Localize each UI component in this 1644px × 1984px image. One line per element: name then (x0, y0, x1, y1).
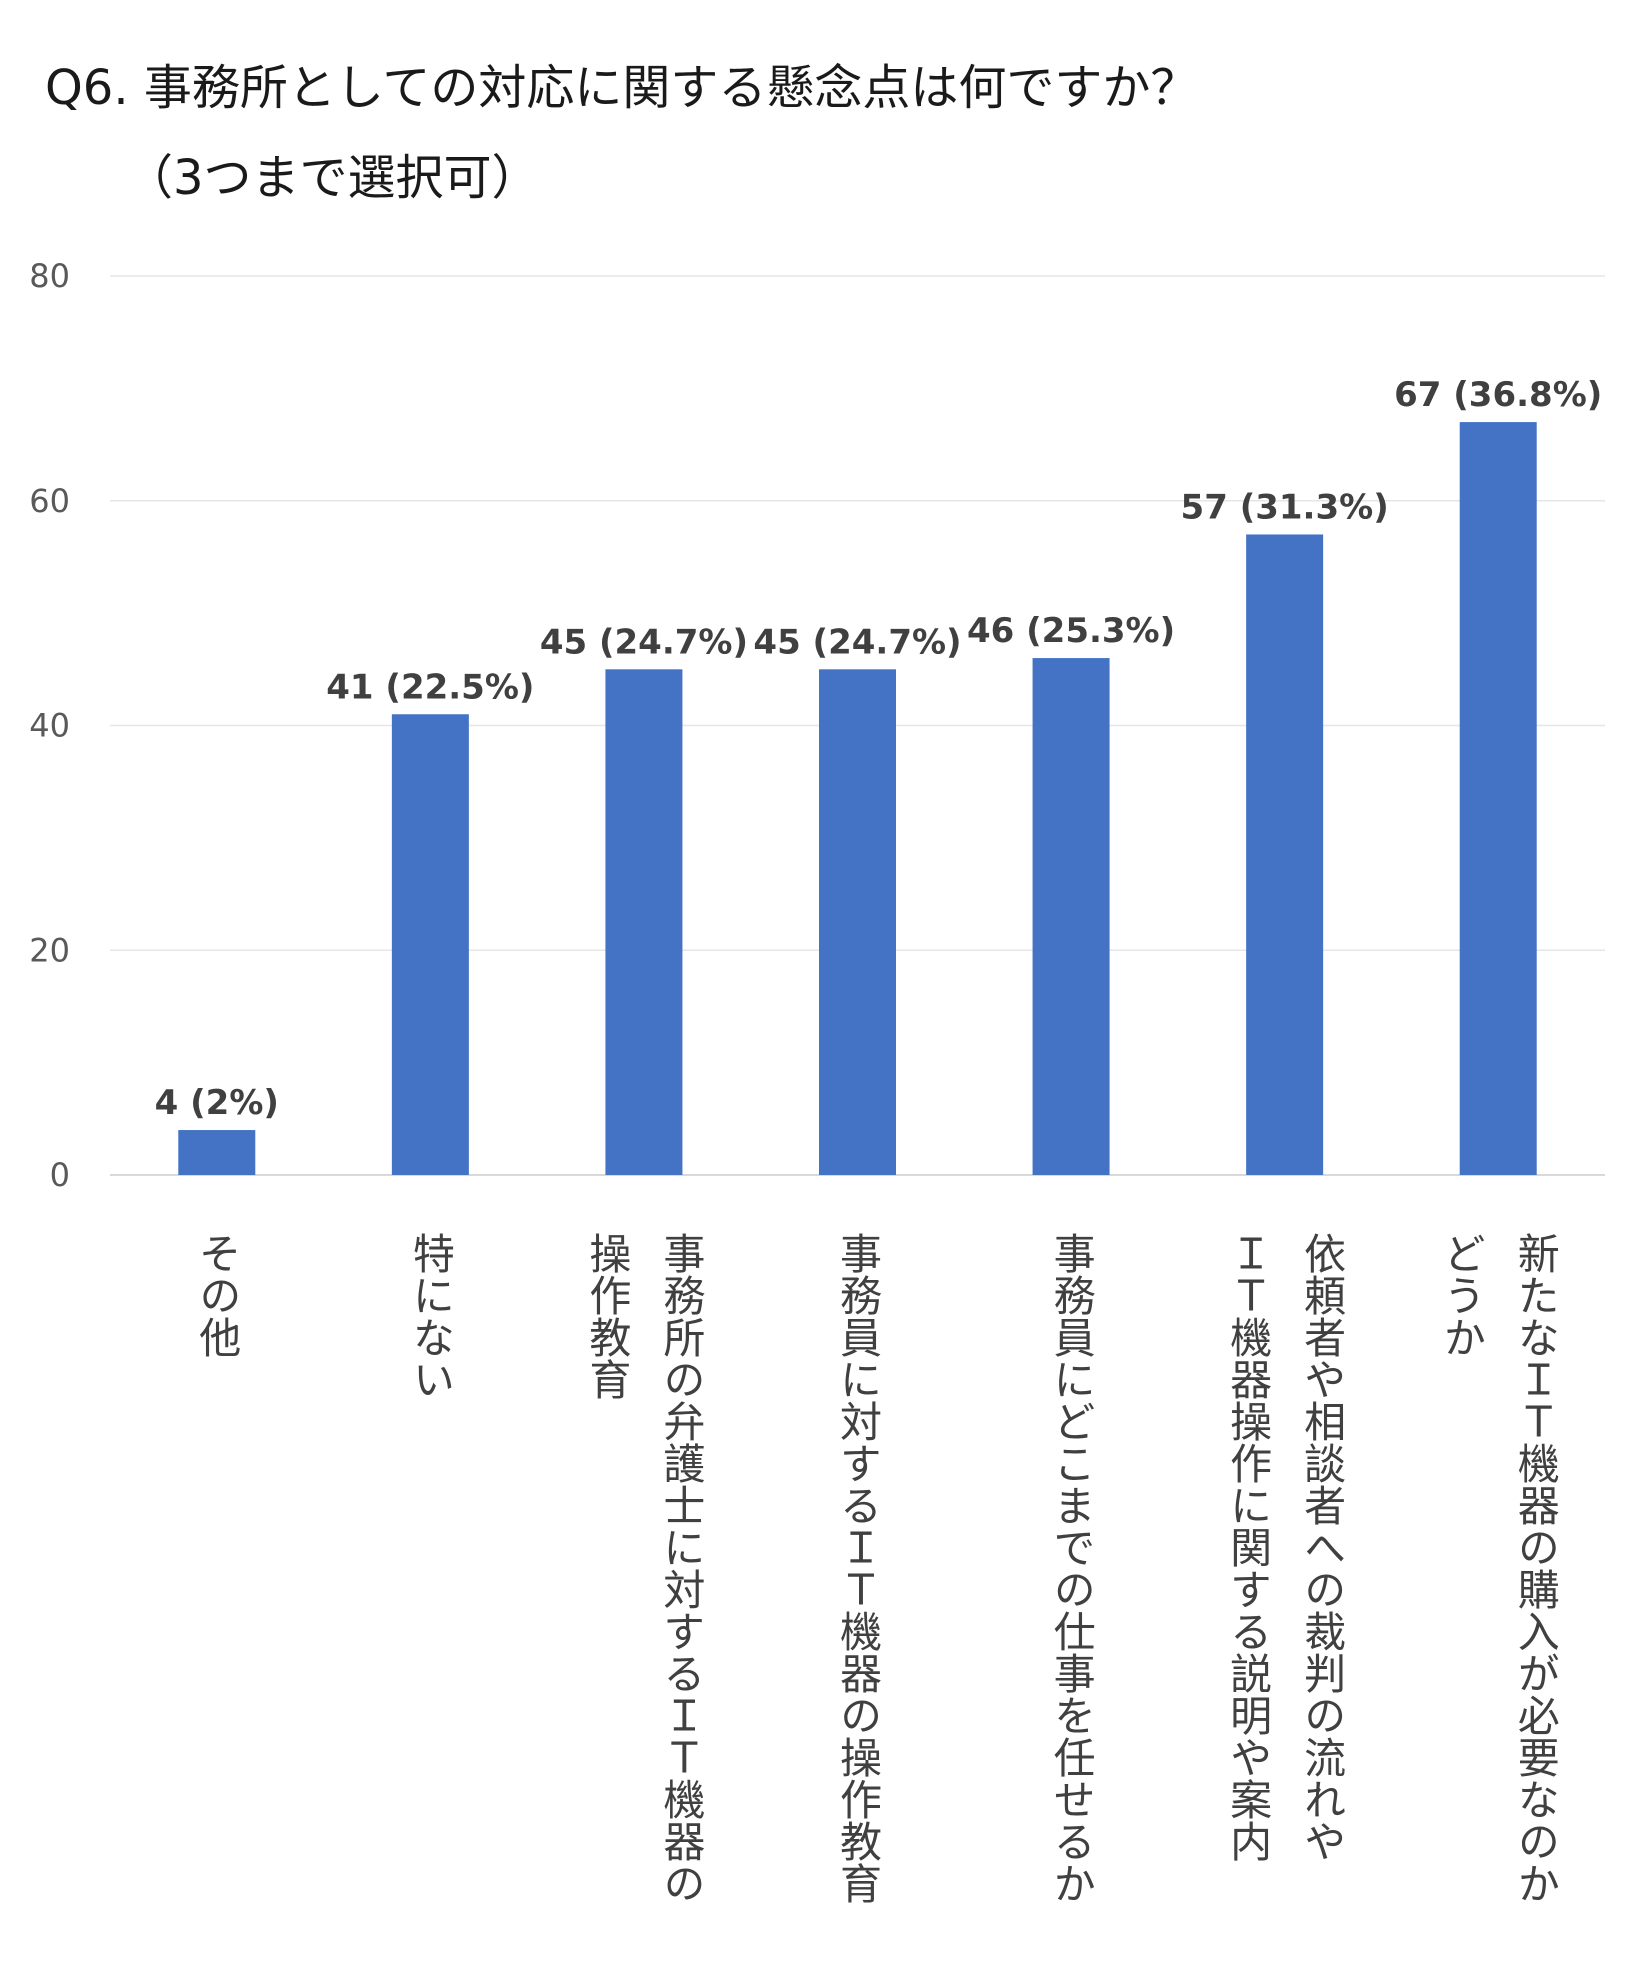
data-label: 45 (24.7%) (540, 622, 748, 662)
bar (819, 669, 896, 1175)
data-label: 41 (22.5%) (326, 667, 534, 707)
bar (1032, 658, 1110, 1175)
chart-subtitle: （3つまで選択可） (125, 150, 540, 206)
bar (1246, 534, 1324, 1175)
bars (178, 422, 1537, 1175)
bar (1459, 422, 1537, 1175)
x-category-label: 新たなＩＴ機器の購入が必要なのか どうか (1437, 1232, 1561, 1904)
y-tick-label: 80 (29, 257, 70, 295)
x-category-label: 事務員にどこまでの仕事を任せるか (1047, 1232, 1097, 1904)
bar (605, 669, 683, 1175)
x-category-label: その他 (192, 1232, 242, 1358)
bar (178, 1130, 256, 1175)
y-tick-label: 0 (50, 1156, 70, 1194)
x-category-label: 依頼者や相談者への裁判の流れや ＩＴ機器操作に関する説明や案内 (1223, 1232, 1347, 1862)
data-label: 57 (31.3%) (1181, 487, 1389, 527)
data-label: 46 (25.3%) (967, 611, 1175, 651)
y-tick-label: 20 (29, 931, 70, 969)
x-category-label: 事務所の弁護士に対するＩＴ機器の 操作教育 (582, 1232, 706, 1904)
y-tick-label: 40 (29, 707, 70, 745)
chart-title: Q6. 事務所としての対応に関する懸念点は何ですか？ (45, 60, 1199, 116)
x-category-label: 特にない (406, 1232, 456, 1400)
data-label: 4 (2%) (155, 1083, 279, 1123)
data-labels: 4 (2%)41 (22.5%)45 (24.7%) 45 (24.7%) 46 (… (155, 375, 1603, 1123)
y-axis-ticks: 0 20 40 60 80 (29, 257, 70, 1194)
data-label: 67 (36.8%) (1394, 375, 1602, 415)
bar (391, 714, 469, 1175)
x-category-label: 事務員に対するＩＴ機器の操作教育 (833, 1232, 883, 1904)
y-tick-label: 60 (29, 482, 70, 520)
data-label: 45 (24.7%) (753, 622, 961, 662)
